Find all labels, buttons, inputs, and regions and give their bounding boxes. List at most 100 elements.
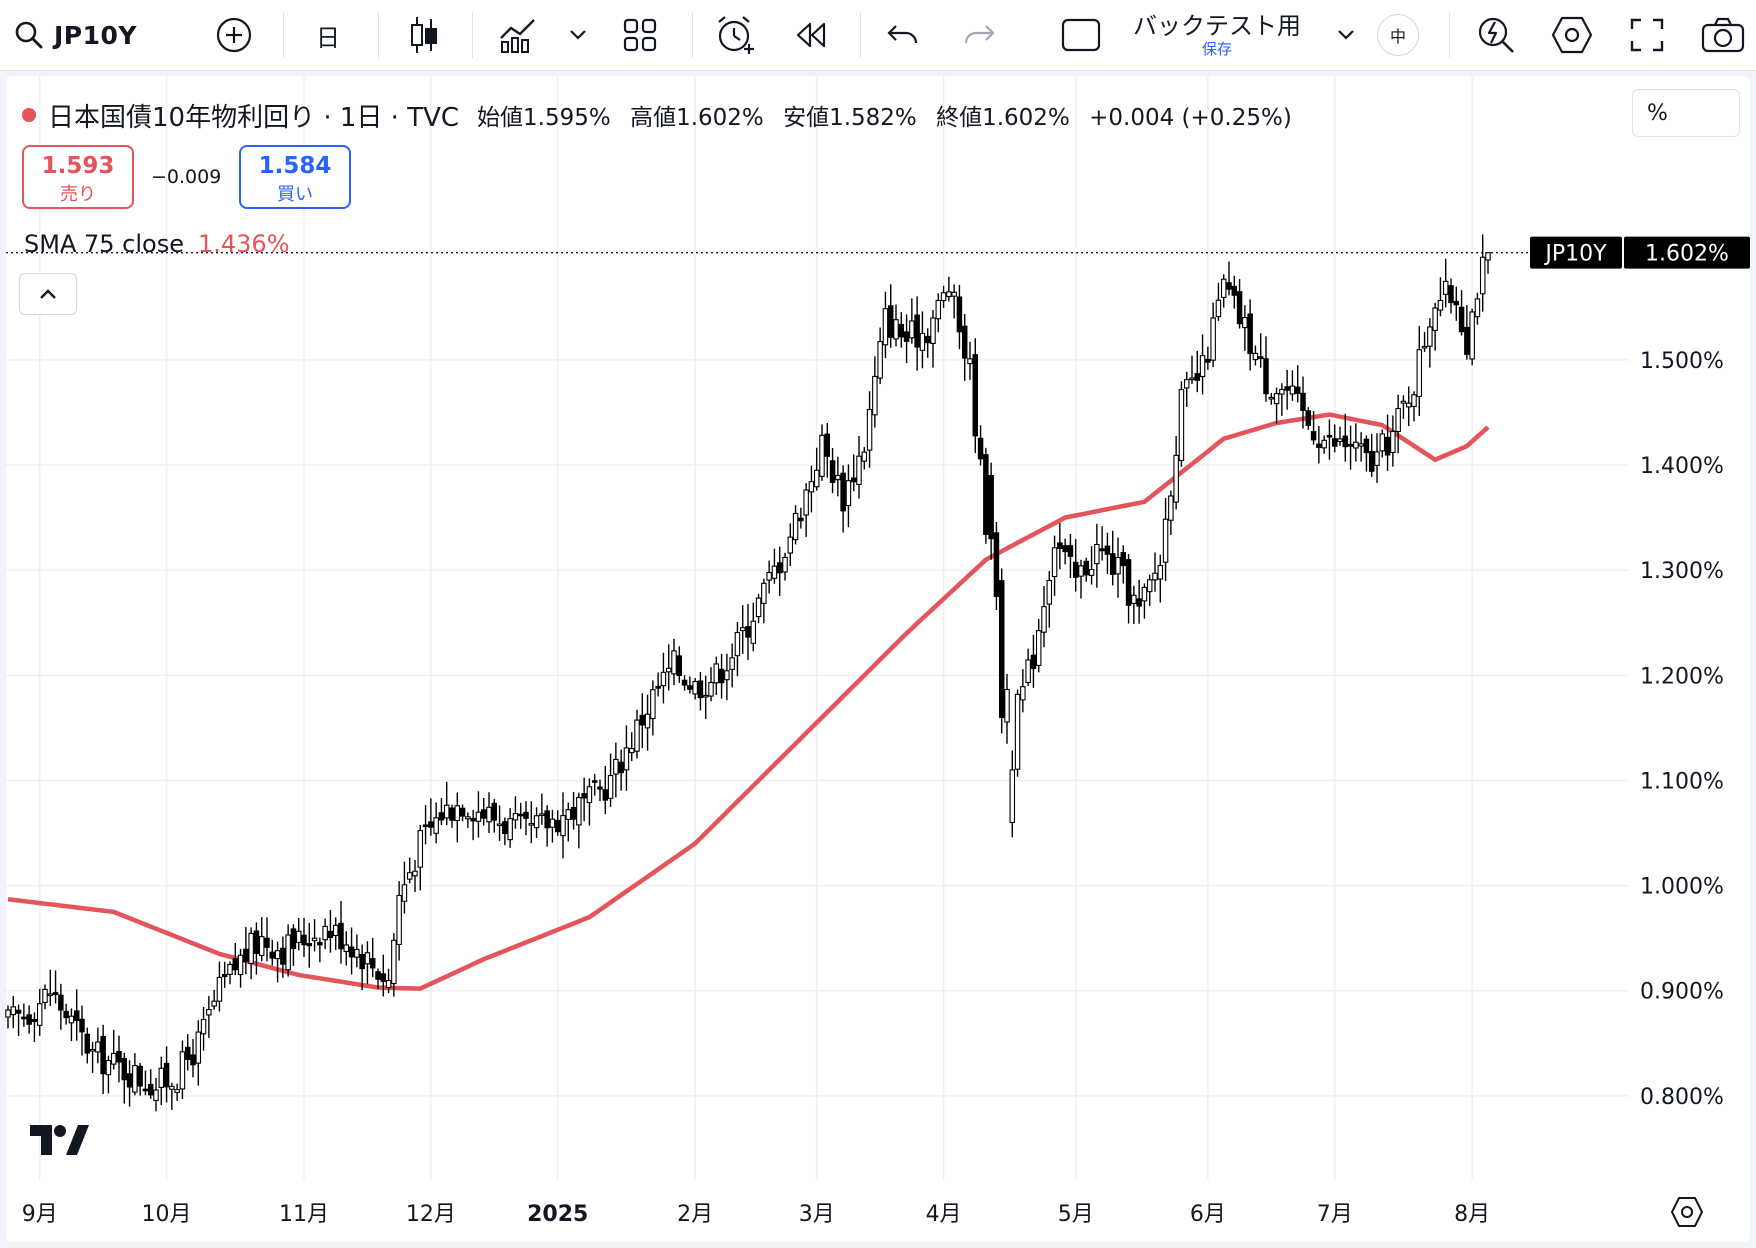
toolbar-divider <box>692 12 693 58</box>
candle-body <box>829 460 836 483</box>
candle-body <box>385 979 392 989</box>
candle-body <box>718 668 725 684</box>
y-tick-label: 1.100% <box>1640 769 1724 794</box>
chart-type-button[interactable] <box>396 0 452 70</box>
x-tick-label: 8月 <box>1454 1202 1490 1227</box>
sell-button[interactable]: 1.593 売り <box>22 145 134 209</box>
layout-name-button[interactable]: バックテスト用 保存 <box>1124 0 1310 70</box>
candle-body <box>391 939 397 985</box>
candle-body <box>845 480 852 507</box>
y-tick-label: 1.500% <box>1640 349 1724 374</box>
backtest-checkbox[interactable] <box>1058 0 1104 70</box>
candle-body <box>1432 307 1438 331</box>
candle-body <box>750 620 757 644</box>
lightning-search-icon <box>1478 17 1514 53</box>
candle-body <box>132 1065 138 1093</box>
fullscreen-button[interactable] <box>1622 0 1672 70</box>
candle-body <box>1469 311 1475 360</box>
layout-dropdown[interactable] <box>1326 0 1366 70</box>
replay-button[interactable] <box>786 0 836 70</box>
candle-body <box>1072 561 1079 578</box>
percent-scale-button[interactable]: % <box>1632 89 1740 137</box>
candle-body <box>734 631 741 657</box>
x-tick-label: 9月 <box>22 1202 58 1227</box>
candle-body <box>1273 393 1280 405</box>
candle-body <box>1104 545 1111 555</box>
legend-title: 日本国債10年物利回り · 1日 · TVC <box>48 102 460 133</box>
candle-body <box>650 689 656 720</box>
candle-body <box>1009 769 1016 824</box>
candle-body <box>924 335 931 344</box>
candles-group <box>5 234 1491 1112</box>
candle-body <box>1125 559 1132 606</box>
high-value: 高値1.602% <box>630 105 764 131</box>
candle-body <box>882 308 889 346</box>
candle-body <box>602 789 609 801</box>
candle-body <box>1083 560 1090 576</box>
candle-body <box>5 1009 11 1018</box>
axis-settings-button[interactable] <box>1670 1196 1704 1232</box>
chevron-up-icon <box>40 289 56 299</box>
indicators-dropdown[interactable] <box>560 0 596 70</box>
candle-body <box>406 872 413 880</box>
candle-body <box>1168 495 1174 521</box>
candle-body <box>338 922 344 950</box>
candle-body <box>243 948 249 962</box>
y-tick-label: 0.900% <box>1640 980 1724 1005</box>
candle-body <box>528 823 535 826</box>
undo-button[interactable] <box>878 0 928 70</box>
interval-button[interactable]: 日 <box>316 23 340 52</box>
candle-body <box>713 663 720 684</box>
buy-button[interactable]: 1.584 買い <box>239 145 351 209</box>
candle-body <box>898 323 905 338</box>
candle-body <box>1014 693 1021 770</box>
quick-search-button[interactable] <box>1470 0 1522 70</box>
candle-body <box>1178 389 1185 461</box>
candle-body <box>993 532 1000 598</box>
redo-button[interactable] <box>954 0 1004 70</box>
candle-body <box>1321 439 1327 449</box>
candle-body <box>1030 654 1037 669</box>
symbol-legend[interactable]: 日本国債10年物利回り · 1日 · TVC 始値1.595% 高値1.602%… <box>22 98 1292 133</box>
candle-body <box>1051 547 1058 578</box>
screenshot-button[interactable] <box>1695 0 1751 70</box>
price-axis[interactable]: 1.500% 1.400% 1.300% 1.200% 1.100% 1.000% 0.90… <box>1640 349 1724 1110</box>
time-axis[interactable]: 9月 10月 11月 12月 2025 2月 3月 4月 5月 6月 7月 8月 <box>22 1202 1490 1227</box>
tradingview-logo[interactable] <box>28 1123 90 1161</box>
candle-body <box>491 802 498 821</box>
candle-body <box>850 477 857 483</box>
sync-badge[interactable]: 中 <box>1374 0 1422 70</box>
candle-body <box>644 713 651 729</box>
candle-body <box>269 951 276 959</box>
candle-body <box>52 992 59 996</box>
alert-button[interactable] <box>710 0 762 70</box>
candle-body <box>1088 569 1095 576</box>
candle-body <box>58 994 64 1011</box>
candle-body <box>1078 565 1084 577</box>
symbol-search[interactable]: JP10Y <box>14 0 164 70</box>
candle-body <box>211 1000 217 1007</box>
candle-body <box>1152 572 1158 581</box>
candle-body <box>671 650 677 675</box>
candle-body <box>1220 278 1227 298</box>
candle-body <box>274 950 281 960</box>
candle-body <box>359 954 365 970</box>
compare-button[interactable] <box>206 0 262 70</box>
indicators-button[interactable] <box>494 0 542 70</box>
candle-body <box>1300 392 1306 411</box>
candle-body <box>348 946 355 958</box>
candle-body <box>428 821 434 828</box>
x-tick-label: 6月 <box>1190 1202 1226 1227</box>
candle-body <box>163 1062 170 1088</box>
candle-body <box>1358 443 1364 447</box>
candle-body <box>264 937 270 948</box>
settings-button[interactable] <box>1546 0 1598 70</box>
candle-body <box>1464 326 1470 355</box>
symbol-tag-bg <box>1530 236 1622 269</box>
layout-button[interactable] <box>616 0 664 70</box>
collapse-legend-button[interactable] <box>19 273 77 315</box>
candle-body <box>280 947 286 965</box>
candle-body <box>745 626 751 638</box>
sma-legend[interactable]: SMA 75 close 1.436% <box>24 230 290 258</box>
